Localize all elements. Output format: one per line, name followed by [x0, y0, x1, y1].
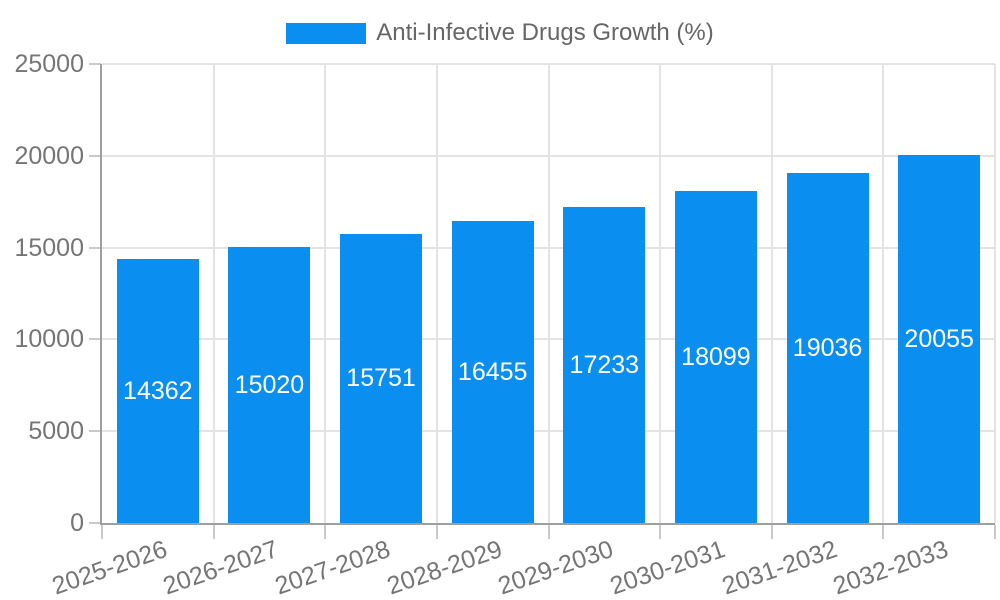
gridline-vertical — [659, 64, 662, 523]
y-axis-tick-label: 0 — [70, 509, 84, 537]
gridline-vertical — [770, 64, 773, 523]
legend-item[interactable]: Anti-Infective Drugs Growth (%) — [0, 18, 1000, 48]
x-axis-tick-mark — [101, 525, 103, 539]
x-axis-tick-mark — [435, 525, 438, 539]
y-axis-tick-label: 5000 — [28, 417, 84, 446]
y-axis-tick-label: 15000 — [14, 233, 84, 262]
legend-swatch-icon — [286, 22, 367, 44]
bar[interactable] — [228, 247, 311, 523]
x-axis-tick-label: 2026-2027 — [160, 535, 283, 600]
gridline-vertical — [435, 64, 438, 523]
x-axis-tick-label: 2032-2033 — [829, 535, 952, 600]
x-axis-tick-label: 2027-2028 — [271, 535, 394, 600]
gridline-vertical — [212, 64, 215, 523]
x-axis-tick-label: 2031-2032 — [718, 535, 841, 600]
gridline-vertical — [324, 64, 327, 523]
gridline-vertical — [994, 64, 996, 523]
gridline-vertical — [547, 64, 550, 523]
gridline-horizontal — [102, 154, 995, 157]
y-axis-tick-mark — [89, 154, 101, 157]
y-axis-line — [100, 64, 102, 525]
x-axis-tick-mark — [212, 525, 215, 539]
bar[interactable] — [116, 259, 199, 523]
bar[interactable] — [340, 233, 423, 523]
y-axis-tick-mark — [89, 338, 101, 341]
x-axis-tick-mark — [324, 525, 327, 539]
gridline-horizontal — [102, 63, 995, 65]
bar[interactable] — [563, 206, 646, 523]
y-axis-tick-mark — [89, 63, 101, 65]
bar[interactable] — [674, 190, 757, 523]
x-axis-tick-mark — [547, 525, 550, 539]
bar[interactable] — [898, 154, 981, 523]
y-axis-tick-mark — [89, 522, 101, 524]
bar[interactable] — [451, 220, 534, 523]
x-axis-tick-mark — [770, 525, 773, 539]
y-axis-tick-label: 25000 — [14, 50, 84, 78]
gridline-vertical — [882, 64, 885, 523]
legend-label: Anti-Infective Drugs Growth (%) — [376, 19, 714, 46]
y-axis-tick-label: 20000 — [14, 141, 84, 170]
x-axis-tick-mark — [994, 525, 996, 539]
x-axis-tick-label: 2030-2031 — [606, 535, 729, 600]
x-axis-tick-mark — [882, 525, 885, 539]
bar[interactable] — [786, 173, 869, 523]
x-axis-tick-label: 2029-2030 — [494, 535, 618, 600]
x-axis-line — [100, 523, 995, 525]
x-axis-tick-mark — [659, 525, 662, 539]
y-axis-tick-mark — [89, 246, 101, 249]
y-axis-tick-mark — [89, 430, 101, 433]
y-axis-tick-label: 10000 — [14, 325, 84, 354]
x-axis-tick-label: 2028-2029 — [383, 535, 506, 600]
x-axis-tick-label: 2025-2026 — [48, 535, 171, 600]
